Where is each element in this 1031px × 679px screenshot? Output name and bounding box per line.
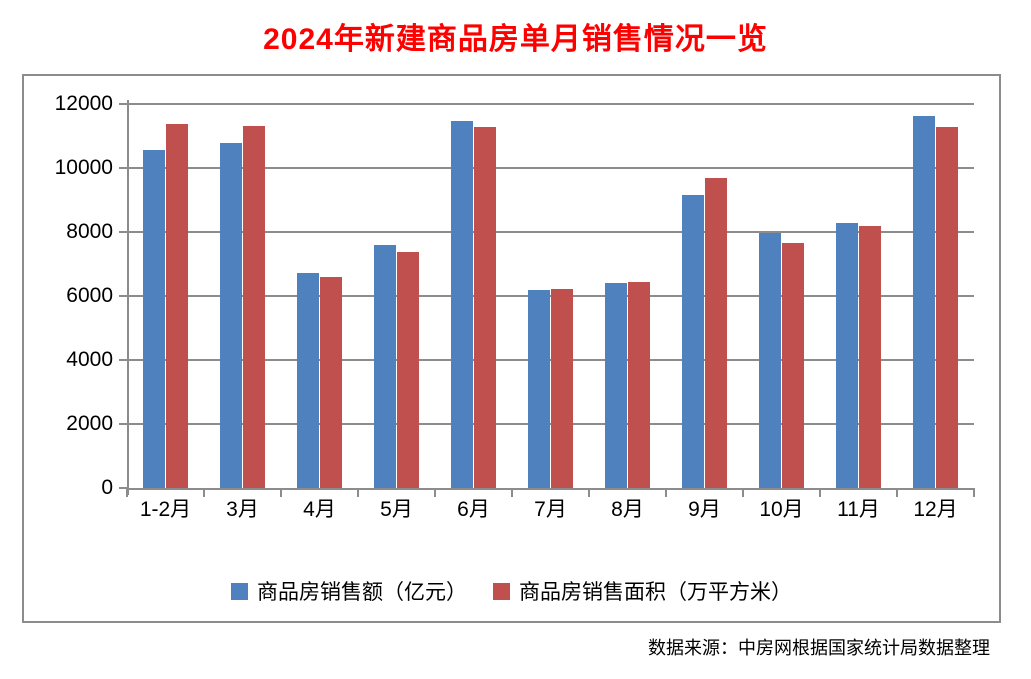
bar-sales-amount <box>297 273 319 488</box>
bar-sales-amount <box>836 223 858 488</box>
chart-title: 2024年新建商品房单月销售情况一览 <box>263 23 768 56</box>
x-axis-tick <box>973 488 975 497</box>
gridline <box>127 103 974 105</box>
x-axis-tick <box>665 488 667 497</box>
x-tick-label: 3月 <box>226 498 259 521</box>
x-axis-tick <box>819 488 821 497</box>
y-axis-tick <box>119 359 127 361</box>
bar-sales-amount <box>528 290 550 488</box>
x-axis-tick <box>588 488 590 497</box>
bar-sales-area <box>705 178 727 488</box>
bar-sales-amount <box>451 121 473 488</box>
bar-sales-area <box>551 289 573 488</box>
x-axis-tick <box>511 488 513 497</box>
bar-sales-area <box>474 127 496 488</box>
legend-swatch-icon <box>231 582 248 600</box>
bar-sales-area <box>243 126 265 488</box>
bar-sales-area <box>166 124 188 488</box>
y-axis-tick <box>119 231 127 233</box>
gridline <box>127 359 974 361</box>
x-tick-label: 10月 <box>759 498 804 521</box>
bar-sales-amount <box>759 233 781 488</box>
chart-frame: 0 2000 4000 6000 8000 10000 12000 1-2月 3月 4月 5月 6月 7… <box>22 74 1001 623</box>
y-axis-line <box>127 100 129 495</box>
bar-sales-amount <box>220 143 242 488</box>
x-tick-label: 12月 <box>913 498 958 521</box>
x-tick-label: 7月 <box>534 498 567 521</box>
legend-label: 商品房销售额（亿元） <box>257 581 467 604</box>
x-axis-tick <box>203 488 205 497</box>
legend: 商品房销售额（亿元） 商品房销售面积（万平方米） <box>24 576 999 606</box>
x-tick-label: 1-2月 <box>139 498 192 521</box>
x-tick-label: 8月 <box>611 498 644 521</box>
x-tick-label: 5月 <box>380 498 413 521</box>
y-axis-tick <box>119 167 127 169</box>
bar-sales-amount <box>605 283 627 488</box>
y-axis-tick <box>119 295 127 297</box>
gridline <box>127 231 974 233</box>
y-tick-label: 6000 <box>66 284 113 307</box>
y-axis-tick <box>119 487 127 489</box>
y-tick-label: 10000 <box>54 156 113 179</box>
x-axis-tick <box>896 488 898 497</box>
x-axis-line <box>127 488 974 490</box>
x-axis-tick <box>742 488 744 497</box>
x-tick-label: 6月 <box>457 498 490 521</box>
bar-sales-area <box>859 226 881 488</box>
y-axis-tick <box>119 423 127 425</box>
legend-item-sales-area: 商品房销售面积（万平方米） <box>493 576 792 606</box>
bar-sales-area <box>320 277 342 488</box>
x-tick-label: 9月 <box>688 498 721 521</box>
gridline <box>127 295 974 297</box>
bar-sales-amount <box>143 150 165 488</box>
bar-sales-amount <box>913 116 935 488</box>
y-tick-label: 4000 <box>66 348 113 371</box>
legend-item-sales-amount: 商品房销售额（亿元） <box>231 576 467 606</box>
y-tick-label: 12000 <box>54 92 113 115</box>
bar-sales-amount <box>682 195 704 488</box>
x-tick-label: 4月 <box>303 498 336 521</box>
y-tick-label: 8000 <box>66 220 113 243</box>
source-note: 数据来源：中房网根据国家统计局数据整理 <box>648 638 990 658</box>
bar-sales-amount <box>374 245 396 488</box>
x-tick-label: 11月 <box>837 498 880 521</box>
legend-swatch-icon <box>493 582 510 600</box>
y-tick-label: 0 <box>101 476 113 499</box>
gridline <box>127 423 974 425</box>
x-axis-tick <box>357 488 359 497</box>
bar-sales-area <box>397 252 419 488</box>
y-axis-tick <box>119 103 127 105</box>
legend-label: 商品房销售面积（万平方米） <box>519 581 792 604</box>
bar-sales-area <box>628 282 650 488</box>
x-axis-tick <box>280 488 282 497</box>
y-tick-label: 2000 <box>66 412 113 435</box>
x-axis-tick <box>126 488 128 497</box>
bar-sales-area <box>936 127 958 488</box>
bar-sales-area <box>782 243 804 488</box>
x-axis-tick <box>434 488 436 497</box>
gridline <box>127 167 974 169</box>
